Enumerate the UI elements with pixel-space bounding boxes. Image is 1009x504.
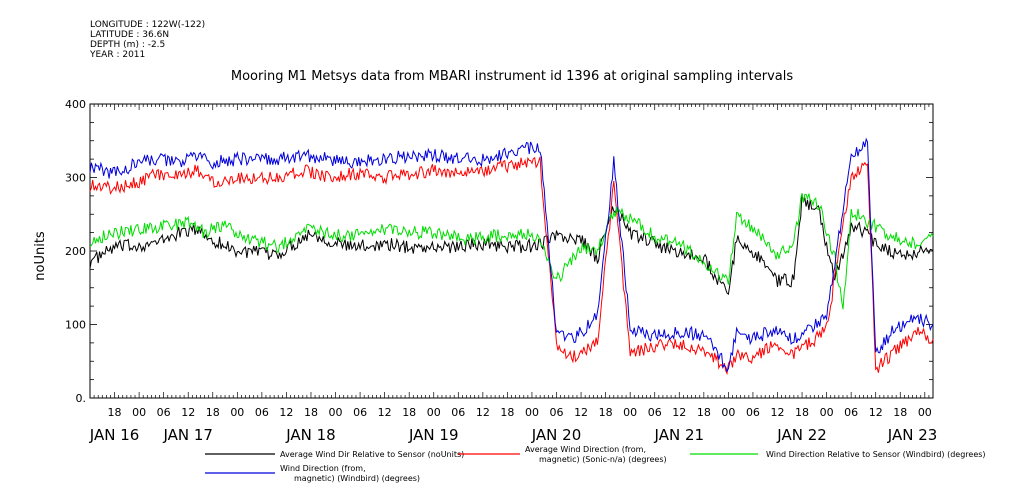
x-tick-label: 00 (329, 406, 343, 419)
x-tick-label: 18 (697, 406, 711, 419)
latitude-text: LATITUDE : 36.6N (90, 30, 170, 40)
x-tick-label: 18 (108, 406, 122, 419)
x-tick-label: 06 (648, 406, 662, 419)
year-text: YEAR : 2011 (90, 50, 146, 60)
x-tick-label: 18 (795, 406, 809, 419)
legend-label: magnetic) (Sonic-n/a) (degrees) (539, 455, 667, 464)
x-tick-label: 00 (623, 406, 637, 419)
series-line-4 (89, 137, 934, 373)
x-tick-label: 12 (770, 406, 784, 419)
x-tick-label: 12 (181, 406, 195, 419)
plot-axes: 0. 100 200 300 400 18 00 06 12 18 00 06 12 18 00 06 12 18… (65, 98, 937, 444)
x-tick-label: 06 (746, 406, 760, 419)
y-tick-label: 200 (65, 245, 86, 258)
x-tick-label: 06 (353, 406, 367, 419)
x-tick-label: 00 (820, 406, 834, 419)
plot-frame (89, 103, 934, 399)
x-tick-label: 18 (304, 406, 318, 419)
x-tick-label: 06 (844, 406, 858, 419)
x-tick-label: 06 (550, 406, 564, 419)
series-lines (89, 137, 934, 376)
y-axis-label: noUnits (33, 231, 48, 281)
x-tick-label: 12 (378, 406, 392, 419)
series-line-3 (89, 193, 934, 310)
y-tick-label: 300 (65, 172, 86, 185)
x-tick-label: 12 (279, 406, 293, 419)
x-date-label: JAN 23 (887, 426, 938, 444)
metadata-block: LONGITUDE : 122W(-122) LATITUDE : 36.6N … (90, 20, 205, 60)
x-tick-label: 18 (402, 406, 416, 419)
y-tick-label: 400 (65, 98, 86, 111)
x-tick-label: 00 (525, 406, 539, 419)
depth-text: DEPTH (m) : -2.5 (90, 40, 166, 50)
x-date-label: JAN 16 (89, 426, 140, 444)
x-tick-label: 00 (427, 406, 441, 419)
legend-label: Wind Direction (from, (280, 464, 366, 473)
series-line-2 (89, 156, 934, 376)
x-date-label: JAN 17 (162, 426, 213, 444)
legend-label: Wind Direction Relative to Sensor (Windb… (766, 450, 986, 459)
x-date-label: JAN 21 (654, 426, 705, 444)
x-tick-label: 00 (230, 406, 244, 419)
x-tick-label: 00 (721, 406, 735, 419)
x-tick-label: 18 (893, 406, 907, 419)
x-tick-label: 12 (672, 406, 686, 419)
legend-label: Average Wind Dir Relative to Sensor (noU… (280, 450, 464, 459)
legend-label: Average Wind Direction (from, (525, 445, 646, 454)
x-tick-label: 18 (206, 406, 220, 419)
x-tick-label: 00 (918, 406, 932, 419)
x-tick-label: 00 (132, 406, 146, 419)
y-tick-label: 0. (76, 392, 87, 405)
x-date-label: JAN 19 (408, 426, 459, 444)
x-tick-label: 12 (476, 406, 490, 419)
legend-label: magnetic) (Windbird) (degrees) (294, 474, 420, 483)
y-tick-label: 100 (65, 319, 86, 332)
x-tick-label: 18 (599, 406, 613, 419)
x-date-label: JAN 22 (776, 426, 827, 444)
longitude-text: LONGITUDE : 122W(-122) (90, 20, 206, 30)
x-tick-label: 18 (500, 406, 514, 419)
legend: Average Wind Dir Relative to Sensor (noU… (205, 445, 986, 483)
x-tick-label: 06 (451, 406, 465, 419)
series-line-1 (89, 193, 934, 296)
x-date-label: JAN 18 (285, 426, 336, 444)
chart-title: Mooring M1 Metsys data from MBARI instru… (231, 69, 793, 84)
x-tick-label: 12 (869, 406, 883, 419)
x-date-label: JAN 20 (531, 426, 582, 444)
x-tick-label: 06 (255, 406, 269, 419)
x-tick-label: 06 (157, 406, 171, 419)
x-tick-label: 12 (574, 406, 588, 419)
